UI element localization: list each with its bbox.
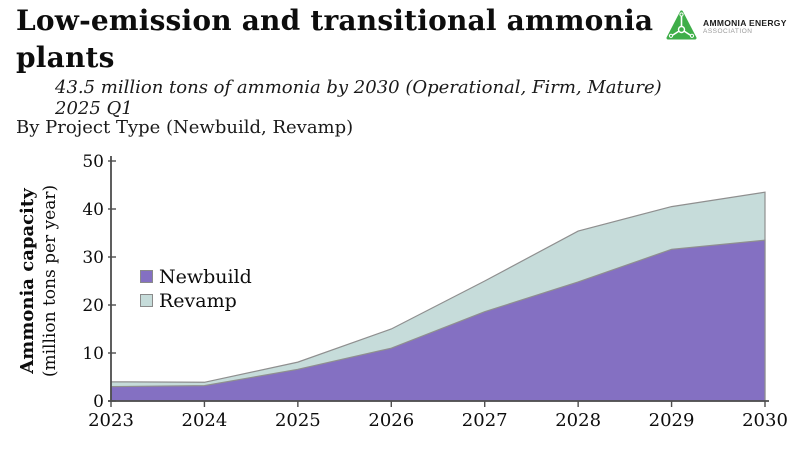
legend-label-revamp: Revamp: [159, 289, 237, 312]
legend-item-newbuild: Newbuild: [140, 265, 252, 288]
logo-wordmark: AMMONIA ENERGY ASSOCIATION: [703, 18, 787, 36]
y-axis-title-main: Ammonia capacity: [17, 188, 38, 374]
chart-legend: Newbuild Revamp: [140, 265, 252, 312]
x-tick-label-2029: 2029: [649, 410, 695, 431]
chart-byline: By Project Type (Newbuild, Revamp): [16, 117, 354, 138]
y-tick-label-50: 50: [82, 152, 104, 172]
ammonia-energy-association-logo: AMMONIA ENERGY ASSOCIATION: [666, 10, 787, 43]
logo-subname: ASSOCIATION: [703, 27, 753, 35]
y-tick-label-40: 40: [82, 200, 104, 220]
y-tick-label-20: 20: [82, 296, 104, 316]
x-tick-label-2028: 2028: [555, 410, 601, 431]
x-tick-label-2026: 2026: [368, 410, 414, 431]
revamp-swatch-icon: [140, 294, 153, 307]
y-axis-title: Ammonia capacity (million tons per year): [17, 156, 63, 406]
y-tick-label-0: 0: [93, 392, 104, 412]
x-tick-label-2030: 2030: [742, 410, 788, 431]
legend-label-newbuild: Newbuild: [159, 265, 252, 288]
y-tick-label-10: 10: [82, 344, 104, 364]
x-tick-label-2025: 2025: [275, 410, 321, 431]
y-tick-label-30: 30: [82, 248, 104, 268]
x-tick-label-2023: 2023: [88, 410, 134, 431]
y-axis-title-units: (million tons per year): [40, 184, 60, 378]
newbuild-swatch-icon: [140, 270, 153, 283]
legend-item-revamp: Revamp: [140, 289, 252, 312]
triangle-molecule-icon: [666, 10, 697, 40]
logo-name: AMMONIA ENERGY: [703, 17, 787, 28]
x-tick-label-2027: 2027: [462, 410, 508, 431]
subtitle-line-1: 43.5 million tons of ammonia by 2030 (Op…: [55, 77, 662, 98]
page-title: Low-emission and transitional ammonia pl…: [16, 4, 654, 74]
chart-subtitle: 43.5 million tons of ammonia by 2030 (Op…: [55, 77, 662, 119]
x-tick-label-2024: 2024: [182, 410, 228, 431]
subtitle-line-2: 2025 Q1: [55, 98, 133, 119]
